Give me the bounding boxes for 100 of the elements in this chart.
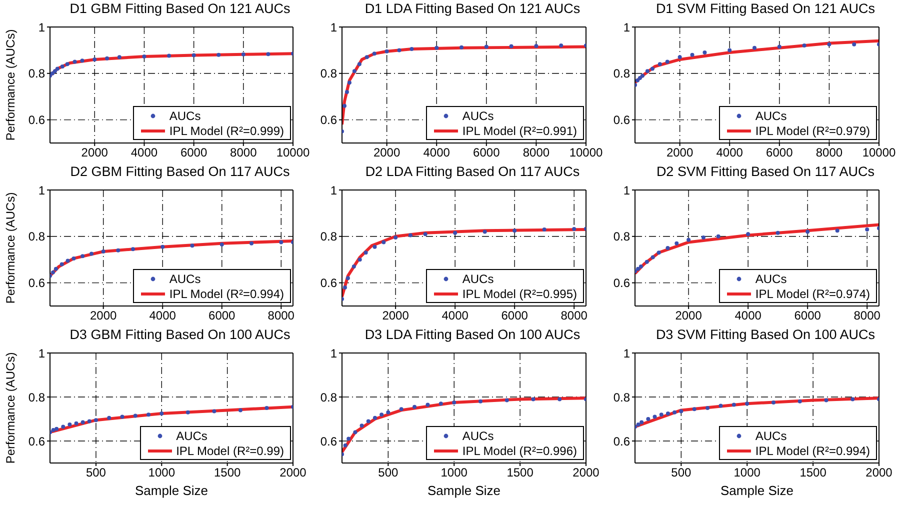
point — [372, 416, 377, 420]
point — [640, 420, 644, 424]
point — [52, 69, 57, 74]
point — [61, 424, 66, 429]
x-tick-label: 10000 — [862, 146, 896, 160]
y-tick-label: 1 — [38, 346, 46, 360]
point — [347, 80, 352, 85]
point — [357, 62, 362, 66]
point — [186, 410, 190, 414]
point — [482, 230, 487, 234]
point — [72, 60, 77, 64]
y-tick-label: 0.6 — [320, 434, 338, 448]
y-tick-label: 0.8 — [28, 66, 46, 81]
legend-label: AUCs — [755, 108, 787, 122]
y-axis-title: Performance (AUCs) — [3, 192, 18, 304]
x-tick-label: 8000 — [522, 146, 550, 160]
x-tick-label: 6000 — [208, 308, 236, 323]
point — [50, 71, 54, 76]
y-tick-label: 0.8 — [320, 390, 338, 404]
point — [686, 238, 691, 242]
point — [410, 47, 414, 52]
point — [852, 42, 856, 46]
point — [384, 49, 389, 54]
y-tick-label: 0.6 — [28, 276, 46, 290]
point — [776, 230, 780, 235]
line-series — [635, 223, 879, 276]
point — [426, 402, 430, 407]
x-tick-label: 2000 — [572, 466, 600, 480]
point — [408, 233, 412, 238]
y-tick-label: 0.8 — [28, 390, 46, 404]
point — [666, 412, 670, 416]
point — [453, 230, 458, 235]
x-tick-label: 2000 — [373, 146, 400, 160]
y-tick-label: 1 — [623, 346, 630, 360]
point — [130, 247, 135, 252]
chart-title: D2 LDA Fitting Based On 117 AUCs — [364, 163, 581, 181]
point — [484, 44, 488, 49]
chart-title: D2 GBM Fitting Based On 117 AUCs — [69, 163, 291, 181]
legend-label: AUCs — [755, 428, 787, 442]
point — [216, 52, 221, 57]
x-tick-label: 2000 — [666, 146, 694, 160]
x-tick-label: 4000 — [734, 308, 762, 323]
point — [478, 399, 482, 404]
point — [728, 48, 732, 52]
y-tick-label: 0.8 — [613, 230, 630, 244]
point — [572, 226, 576, 231]
point — [412, 404, 417, 409]
point — [238, 408, 242, 412]
x-tick-label: 6000 — [473, 146, 500, 160]
point — [771, 400, 776, 404]
chart-title: D1 SVM Fitting Based On 121 AUCs — [654, 0, 876, 18]
point — [397, 48, 402, 52]
x-tick-label: 2000 — [382, 308, 410, 323]
point — [452, 400, 456, 404]
point — [352, 264, 356, 269]
x-axis-title: Sample Size — [135, 483, 208, 498]
legend-label: AUCs — [755, 272, 787, 286]
y-tick-label: 0.8 — [28, 230, 46, 244]
x-tick-label: 8000 — [560, 308, 588, 323]
point — [644, 260, 649, 264]
point — [353, 430, 358, 434]
x-tick-label: 1000 — [440, 466, 468, 480]
point — [678, 55, 682, 60]
point — [60, 262, 64, 266]
y-tick-label: 1 — [330, 346, 338, 360]
point — [116, 248, 120, 252]
point — [55, 66, 60, 71]
point — [640, 74, 644, 78]
point — [89, 252, 94, 256]
chart-title: D3 SVM Fitting Based On 100 AUCs — [654, 326, 876, 344]
point — [672, 410, 677, 414]
y-tick-label: 0.6 — [320, 113, 338, 128]
point — [835, 228, 840, 233]
y-tick-label: 1 — [623, 183, 630, 198]
x-tick-label: 500 — [671, 466, 692, 480]
legend-label: AUCs — [462, 108, 494, 122]
point — [380, 412, 384, 417]
point — [645, 69, 650, 74]
point — [718, 404, 723, 408]
point — [509, 44, 514, 48]
point — [827, 42, 832, 46]
point — [51, 428, 56, 432]
x-axis-title: Sample Size — [428, 483, 500, 498]
point — [94, 418, 98, 422]
y-tick-label: 0.6 — [320, 276, 338, 290]
legend-label: IPL Model (R²=0.995) — [462, 286, 577, 300]
point — [531, 397, 536, 402]
x-tick-label: 2000 — [90, 308, 118, 323]
y-tick-label: 0.8 — [613, 66, 630, 81]
point — [372, 52, 376, 56]
point — [512, 228, 517, 233]
x-tick-label: 1500 — [800, 466, 827, 480]
point — [752, 46, 757, 50]
point — [50, 270, 55, 274]
point — [346, 276, 350, 280]
x-tick-label: 2000 — [675, 308, 702, 323]
y-tick-label: 0.6 — [613, 434, 630, 448]
y-axis-title: Performance (AUCs) — [3, 29, 18, 141]
point — [746, 232, 750, 236]
y-tick-label: 0.8 — [613, 390, 630, 404]
